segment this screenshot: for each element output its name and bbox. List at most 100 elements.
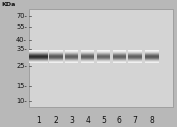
Bar	[113, 52, 126, 53]
Bar	[65, 51, 78, 52]
Bar	[65, 54, 78, 55]
Bar	[49, 60, 63, 61]
Bar	[29, 57, 48, 58]
Bar	[128, 54, 142, 55]
Bar	[65, 59, 78, 60]
Bar	[145, 52, 159, 53]
Bar	[29, 61, 48, 62]
Bar	[145, 55, 159, 56]
Bar	[145, 61, 159, 62]
Bar	[65, 58, 78, 59]
Bar	[97, 61, 110, 62]
Bar	[81, 61, 94, 62]
Bar	[128, 62, 142, 63]
Bar	[29, 60, 48, 61]
Bar	[97, 56, 110, 57]
Bar	[29, 55, 48, 56]
Bar	[49, 61, 63, 62]
Bar	[49, 57, 63, 58]
Text: 15-: 15-	[16, 83, 27, 89]
Text: 3: 3	[69, 116, 74, 125]
Bar	[81, 62, 94, 63]
Bar	[145, 59, 159, 60]
Bar	[65, 62, 78, 63]
Bar	[145, 58, 159, 59]
Bar	[145, 60, 159, 61]
Bar	[65, 56, 78, 57]
Bar	[97, 62, 110, 63]
Bar	[145, 54, 159, 55]
Bar	[97, 58, 110, 59]
Bar	[49, 58, 63, 59]
Bar	[49, 53, 63, 54]
Bar	[97, 50, 110, 51]
Bar	[113, 55, 126, 56]
Text: 5: 5	[101, 116, 106, 125]
Bar	[49, 50, 63, 51]
Bar	[29, 52, 48, 53]
Bar	[29, 58, 48, 59]
Bar	[113, 51, 126, 52]
Bar	[128, 53, 142, 54]
Bar	[128, 51, 142, 52]
Bar	[145, 56, 159, 57]
Bar	[97, 51, 110, 52]
Bar	[145, 62, 159, 63]
Bar	[29, 54, 48, 55]
Bar	[81, 55, 94, 56]
Bar	[29, 59, 48, 60]
Bar	[29, 50, 48, 51]
Bar	[49, 62, 63, 63]
Bar	[97, 57, 110, 58]
Bar	[65, 57, 78, 58]
Text: 4: 4	[85, 116, 90, 125]
Bar	[49, 55, 63, 56]
Bar	[29, 62, 48, 63]
Bar	[81, 59, 94, 60]
Bar	[97, 54, 110, 55]
Bar	[128, 58, 142, 59]
Bar	[81, 60, 94, 61]
Bar	[128, 50, 142, 51]
Bar	[65, 50, 78, 51]
Text: 8: 8	[150, 116, 155, 125]
Bar	[145, 53, 159, 54]
Bar	[145, 51, 159, 52]
Bar	[113, 58, 126, 59]
Bar	[81, 50, 94, 51]
Bar	[81, 51, 94, 52]
Bar	[128, 55, 142, 56]
Bar	[81, 57, 94, 58]
Text: 55-: 55-	[16, 24, 27, 30]
Bar	[145, 57, 159, 58]
Text: 10-: 10-	[16, 98, 27, 104]
Bar	[128, 59, 142, 60]
Bar	[49, 51, 63, 52]
Text: 25-: 25-	[16, 63, 27, 69]
Bar	[49, 56, 63, 57]
Bar	[113, 62, 126, 63]
Bar	[65, 53, 78, 54]
Bar	[81, 56, 94, 57]
Text: 2: 2	[54, 116, 58, 125]
Text: 40-: 40-	[16, 37, 27, 43]
Text: 35-: 35-	[16, 46, 27, 52]
Bar	[49, 59, 63, 60]
Bar	[113, 59, 126, 60]
Bar	[145, 50, 159, 51]
Bar	[97, 60, 110, 61]
Bar	[49, 52, 63, 53]
Bar	[49, 54, 63, 55]
Bar	[81, 54, 94, 55]
Bar	[81, 58, 94, 59]
Bar	[128, 52, 142, 53]
Bar	[113, 60, 126, 61]
Bar	[113, 61, 126, 62]
Text: KDa: KDa	[2, 2, 16, 7]
Bar	[97, 52, 110, 53]
Text: 70-: 70-	[16, 13, 27, 19]
Bar	[113, 57, 126, 58]
Bar	[29, 53, 48, 54]
Bar	[113, 50, 126, 51]
Text: 1: 1	[36, 116, 41, 125]
